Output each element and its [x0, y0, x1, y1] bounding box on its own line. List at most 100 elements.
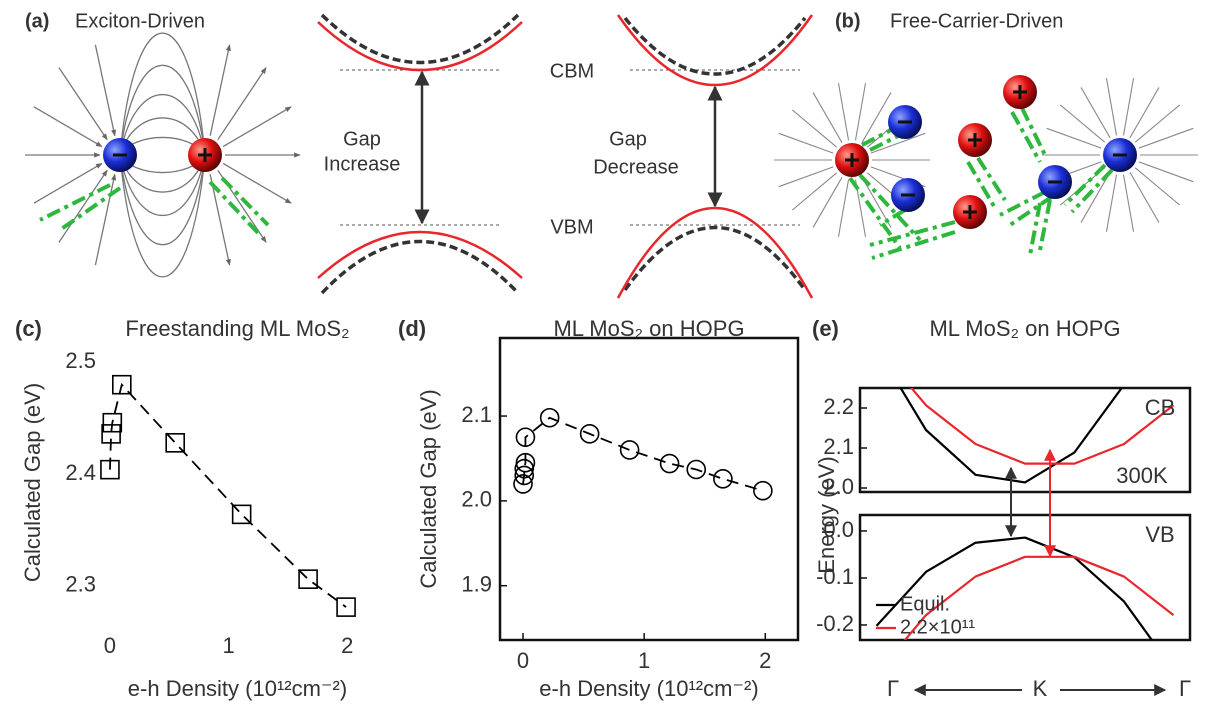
field-line: [1046, 127, 1102, 149]
interaction-line: [1020, 107, 1047, 156]
field-line: [1138, 161, 1194, 183]
cbm-label: CBM: [550, 60, 594, 82]
data-point: [298, 569, 318, 589]
interaction-line: [208, 180, 262, 237]
k-point-label: Γ: [887, 676, 899, 701]
band-curve-ref: [623, 16, 807, 76]
k-point-label: K: [1033, 676, 1048, 701]
field-line: [118, 64, 206, 156]
field-line: [222, 162, 292, 204]
field-line: [118, 154, 206, 216]
band-curve-ref: [320, 13, 520, 65]
field-line: [812, 92, 843, 143]
y-tick-label: 2.0: [823, 474, 854, 499]
field-line: [1059, 104, 1106, 143]
vbm-label: VBM: [550, 216, 593, 238]
x-tick-label: 1: [638, 648, 650, 673]
y-tick-label: -0.2: [816, 611, 854, 636]
data-point: [515, 427, 536, 448]
interaction-line: [1038, 199, 1052, 251]
y-tick-label: 2.3: [65, 572, 96, 597]
chart-title: Freestanding ML MoS₂: [125, 316, 349, 341]
panel-label: (c): [15, 316, 42, 341]
field-line: [1129, 87, 1160, 138]
x-tick-label: 2: [341, 633, 353, 658]
field-line: [118, 94, 206, 156]
panel-annotation: VB: [1145, 522, 1174, 547]
data-point: [101, 424, 121, 444]
interaction-line: [1070, 168, 1114, 214]
band-line: [903, 555, 1175, 640]
field-line: [861, 92, 892, 143]
data-point: [686, 459, 707, 480]
data-point: [619, 440, 640, 460]
band-curve: [616, 14, 814, 87]
field-line: [1134, 104, 1181, 143]
plot-frame: [858, 386, 1192, 494]
x-tick-label: 0: [517, 648, 529, 673]
data-point: [579, 424, 600, 444]
field-line: [209, 44, 231, 136]
interaction-line: [878, 208, 907, 227]
field-line: [1129, 172, 1160, 223]
band-line: [909, 388, 1175, 465]
data-point: [659, 453, 680, 474]
y-tick-label: 1.9: [461, 572, 492, 597]
schematics: [25, 13, 1198, 299]
field-line: [870, 132, 926, 154]
data-point: [112, 374, 132, 395]
data-point: [102, 412, 123, 433]
panel-title: Free-Carrier-Driven: [890, 10, 1063, 32]
panel-label: (e): [812, 316, 839, 341]
gap-text: Gap: [609, 128, 647, 150]
interaction-line: [1028, 202, 1042, 256]
y-tick-label: 2.1: [823, 434, 854, 459]
field-line: [33, 106, 103, 148]
chart-title: ML MoS₂ on HOPG: [553, 316, 744, 341]
data-point: [713, 469, 733, 489]
interaction-line: [976, 156, 1007, 202]
x-tick-label: 1: [222, 633, 234, 658]
k-point-label: Γ: [1179, 676, 1191, 701]
y-axis-label: Calculated Gap (eV): [20, 383, 45, 582]
field-line: [837, 83, 850, 141]
legend-label: 2.2×10¹¹: [900, 616, 975, 638]
band-curve: [317, 21, 523, 72]
field-line: [33, 162, 103, 204]
interaction-line: [1063, 163, 1107, 207]
x-axis-label: e-h Density (10¹²cm⁻²): [539, 676, 758, 701]
field-line: [209, 174, 231, 266]
band-curve: [317, 230, 523, 279]
field-line: [778, 132, 834, 154]
band-line: [875, 536, 1154, 640]
field-line: [1080, 172, 1111, 223]
field-line: [1134, 167, 1181, 206]
data-point: [165, 433, 185, 453]
field-line: [117, 32, 206, 156]
chart-title: ML MoS₂ on HOPG: [929, 316, 1120, 341]
field-line: [1122, 174, 1135, 232]
field-line: [837, 179, 850, 237]
panel-annotation: CB: [1145, 395, 1176, 420]
data-line: [522, 416, 764, 492]
legend-label: Equil.: [900, 593, 950, 615]
field-line: [1105, 78, 1118, 136]
band-curve: [616, 206, 814, 299]
interaction-line: [39, 183, 111, 222]
gap-text: Increase: [324, 153, 401, 175]
x-axis-label: e-h Density (10¹²cm⁻²): [128, 676, 347, 701]
interaction-line: [1010, 111, 1042, 163]
panel-label: (b): [835, 10, 861, 32]
interaction-line: [58, 186, 122, 232]
field-line: [791, 172, 838, 211]
field-line: [217, 67, 267, 141]
interaction-line: [1008, 194, 1055, 227]
field-line: [1080, 87, 1111, 138]
y-tick-label: 2.1: [461, 402, 492, 427]
interaction-line: [861, 126, 896, 147]
y-axis-label: Calculated Gap (eV): [416, 389, 441, 588]
data-point: [513, 474, 533, 494]
field-line: [58, 169, 108, 243]
y-tick-label: 2.4: [65, 460, 96, 485]
data-point: [100, 459, 120, 480]
